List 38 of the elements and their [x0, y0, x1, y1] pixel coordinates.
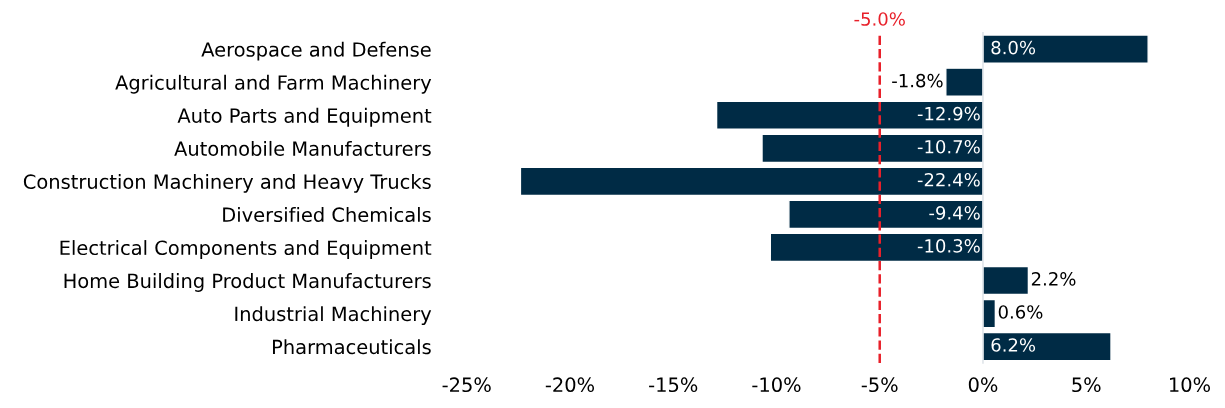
ref-line-label: -5.0%	[854, 12, 905, 26]
data-label: -10.7%	[917, 139, 980, 154]
data-label: 2.2%	[1031, 272, 1076, 286]
data-label: -1.8%	[892, 73, 943, 88]
x-tick-label: -20%	[545, 377, 595, 393]
bar	[982, 265, 1030, 296]
bar	[519, 166, 984, 197]
x-tick-label: 10%	[1170, 377, 1211, 393]
y-tick-label: Construction Machinery and Heavy Trucks	[23, 173, 431, 193]
data-label: 0.6%	[998, 305, 1043, 319]
bar	[715, 100, 984, 131]
bar	[982, 34, 1149, 64]
x-tick-label: 0%	[968, 377, 998, 393]
y-tick-label: Industrial Machinery	[235, 306, 432, 325]
y-tick-label: Electrical Components and Equipment	[60, 240, 432, 259]
data-label: -9.4%	[929, 205, 980, 220]
x-tick-label: 5%	[1072, 377, 1101, 393]
data-label: 8.0%	[991, 40, 1036, 55]
bar	[982, 331, 1112, 362]
y-tick-label: Pharmaceuticals	[273, 339, 431, 355]
data-label: -12.9%	[917, 106, 980, 121]
x-tick-label: -15%	[649, 377, 698, 393]
data-label: -10.3%	[917, 239, 980, 253]
y-tick-label: Agricultural and Farm Machinery	[115, 74, 432, 94]
bar	[945, 67, 984, 97]
y-tick-label: Auto Parts and Equipment	[177, 107, 432, 127]
bar	[761, 133, 984, 164]
bar	[788, 199, 984, 230]
x-tick-label: -5%	[861, 377, 898, 393]
bar	[769, 232, 984, 263]
y-tick-label: Aerospace and Defense	[201, 41, 431, 61]
x-tick-label: -10%	[752, 377, 801, 393]
y-tick-label: Automobile Manufacturers	[174, 140, 431, 156]
y-tick-label: Home Building Product Manufacturers	[64, 273, 431, 292]
data-label: 6.2%	[991, 338, 1036, 352]
data-label: -22.4%	[917, 172, 980, 187]
x-tick-label: -25%	[442, 377, 491, 393]
y-tick-label: Diversified Chemicals	[223, 207, 431, 223]
